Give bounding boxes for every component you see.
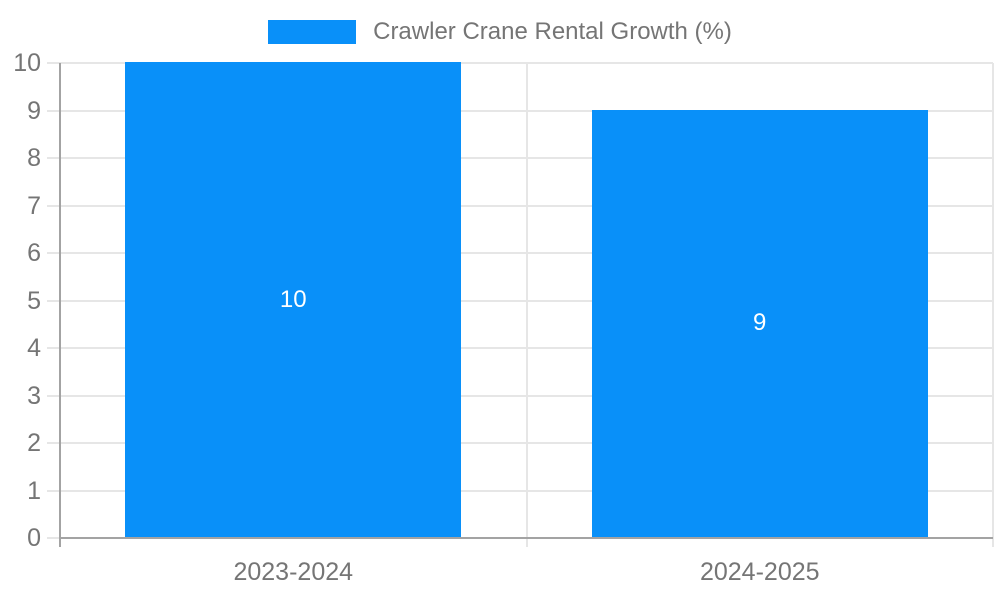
plot-area: 10 9 bbox=[47, 62, 994, 547]
y-tick-label: 2 bbox=[27, 429, 41, 457]
x-tick-label: 2024-2025 bbox=[699, 558, 820, 586]
y-tick-label: 5 bbox=[27, 286, 41, 315]
y-gridline bbox=[47, 157, 993, 159]
y-tick-label: 0 bbox=[27, 524, 41, 552]
y-gridline bbox=[47, 347, 993, 349]
bar-value-label: 10 bbox=[279, 285, 307, 313]
legend[interactable]: Crawler Crane Rental Growth (%) bbox=[0, 18, 1000, 46]
y-tick-label: 10 bbox=[13, 49, 41, 77]
y-tick-label: 6 bbox=[27, 239, 41, 267]
y-gridline bbox=[47, 442, 993, 444]
x-gridline bbox=[525, 63, 528, 547]
y-gridline bbox=[47, 62, 993, 64]
y-axis-line bbox=[59, 63, 61, 547]
legend-swatch bbox=[268, 20, 357, 44]
y-gridline bbox=[47, 489, 993, 492]
y-gridline bbox=[47, 394, 993, 397]
y-tick-label: 3 bbox=[27, 381, 41, 410]
y-gridline bbox=[47, 204, 993, 207]
y-gridline bbox=[47, 252, 993, 254]
y-tick-label: 9 bbox=[27, 96, 41, 125]
bar-value-label: 9 bbox=[753, 309, 767, 337]
y-gridline bbox=[47, 109, 993, 112]
y-tick-label: 1 bbox=[27, 476, 41, 505]
y-tick-label: 7 bbox=[27, 191, 41, 220]
x-gridline bbox=[992, 63, 994, 547]
x-tick-label: 2023-2024 bbox=[233, 558, 354, 586]
bar[interactable]: 9 bbox=[591, 109, 928, 537]
y-tick-label: 8 bbox=[27, 144, 41, 172]
bar[interactable]: 10 bbox=[125, 62, 462, 537]
y-gridline bbox=[47, 299, 993, 302]
x-axis-line bbox=[60, 537, 993, 539]
y-tick-label: 4 bbox=[27, 334, 41, 362]
legend-label: Crawler Crane Rental Growth (%) bbox=[373, 18, 732, 45]
